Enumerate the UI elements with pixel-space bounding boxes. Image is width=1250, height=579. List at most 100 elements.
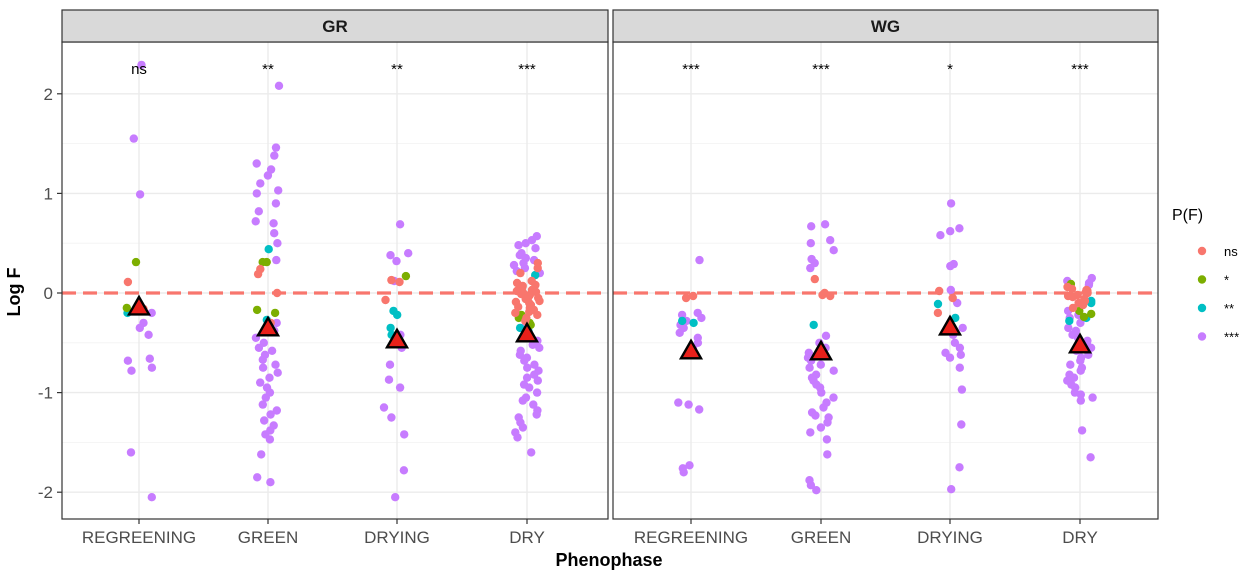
- data-point: [272, 288, 282, 298]
- data-point: [272, 255, 281, 265]
- data-point: [261, 393, 270, 402]
- data-point: [936, 231, 945, 240]
- data-point: [254, 343, 264, 352]
- data-point: [135, 190, 145, 199]
- data-point: [256, 179, 265, 188]
- data-point: [1086, 453, 1095, 462]
- data-point: [532, 388, 542, 397]
- data-point: [809, 320, 818, 330]
- data-point: [674, 398, 683, 407]
- data-point: [805, 363, 814, 372]
- y-tick-label: 1: [44, 184, 53, 203]
- data-point: [273, 239, 282, 248]
- data-point: [689, 318, 698, 328]
- significance-label: **: [391, 61, 403, 78]
- panel-background: [62, 42, 608, 519]
- data-point: [1065, 316, 1074, 326]
- mean-marker: [255, 315, 281, 337]
- data-point: [271, 199, 281, 208]
- mean-marker: [808, 339, 834, 361]
- data-point: [695, 255, 704, 265]
- data-point: [1088, 393, 1097, 402]
- legend-label: ns: [1224, 244, 1238, 259]
- data-point: [137, 60, 146, 70]
- data-point: [1076, 390, 1086, 399]
- legend-key: [1197, 246, 1207, 256]
- mean-marker: [384, 327, 410, 349]
- data-point: [1067, 284, 1077, 294]
- data-point: [688, 291, 698, 301]
- data-point: [946, 285, 955, 295]
- data-point: [274, 186, 283, 195]
- legend-key: [1197, 332, 1207, 341]
- data-point: [270, 308, 280, 318]
- x-tick-label: DRY: [1062, 528, 1098, 547]
- data-point: [393, 310, 402, 320]
- facet-strip: [61, 9, 609, 43]
- data-point: [821, 331, 831, 340]
- y-tick-label: 0: [44, 284, 53, 303]
- data-point: [806, 263, 815, 273]
- data-point: [685, 461, 694, 470]
- data-point: [829, 366, 838, 375]
- data-point: [272, 318, 281, 328]
- data-point: [697, 313, 706, 323]
- x-tick-label: DRY: [509, 528, 545, 547]
- legend-label: **: [1224, 301, 1234, 316]
- data-point: [400, 430, 409, 439]
- points-dry: [1063, 273, 1097, 462]
- mean-marker: [678, 338, 704, 360]
- data-point: [253, 269, 263, 279]
- data-point: [532, 410, 541, 419]
- data-point: [527, 448, 536, 457]
- data-point: [947, 485, 956, 494]
- data-point: [806, 239, 815, 248]
- data-point: [826, 236, 835, 245]
- data-point: [1087, 298, 1096, 308]
- data-point: [521, 239, 530, 248]
- data-point: [1076, 396, 1086, 405]
- data-point: [957, 385, 967, 394]
- data-point: [514, 241, 523, 250]
- data-point: [131, 257, 141, 267]
- significance-label: ***: [682, 61, 700, 78]
- data-point: [1064, 323, 1073, 333]
- data-point: [123, 277, 133, 287]
- data-point: [144, 330, 153, 339]
- data-point: [1069, 373, 1079, 382]
- data-point: [253, 473, 262, 482]
- data-point: [258, 400, 267, 409]
- data-point: [818, 290, 827, 300]
- data-point: [251, 217, 260, 226]
- data-point: [266, 410, 275, 419]
- x-tick-label: GREEN: [791, 528, 851, 547]
- data-point: [684, 400, 693, 409]
- significance-label: ns: [131, 61, 147, 78]
- data-point: [822, 435, 832, 444]
- legend-key: [1197, 303, 1207, 313]
- data-point: [529, 400, 538, 409]
- data-point: [523, 363, 532, 372]
- y-axis-title: Log F: [4, 268, 24, 317]
- data-point: [399, 466, 409, 475]
- panel-background: [613, 42, 1158, 519]
- data-point: [256, 378, 265, 387]
- points-green: [251, 81, 284, 487]
- data-point: [272, 406, 281, 415]
- data-point: [387, 275, 396, 285]
- data-point: [826, 291, 835, 301]
- data-point: [147, 363, 157, 372]
- data-point: [956, 350, 965, 359]
- mean-marker: [514, 321, 540, 343]
- data-point: [678, 316, 687, 326]
- x-tick-label: REGREENING: [82, 528, 196, 547]
- legend-label: *: [1224, 273, 1229, 288]
- data-point: [823, 418, 832, 427]
- x-tick-label: REGREENING: [634, 528, 748, 547]
- legend-title: P(F): [1172, 207, 1203, 224]
- data-point: [522, 373, 532, 382]
- data-point: [675, 328, 684, 337]
- data-point: [266, 478, 275, 487]
